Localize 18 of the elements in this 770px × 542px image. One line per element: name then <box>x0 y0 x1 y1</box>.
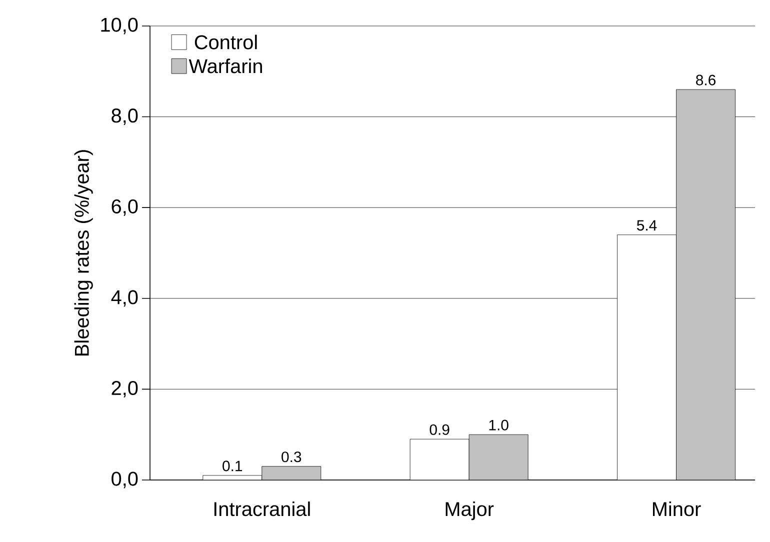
y-tick-label: 2,0 <box>112 380 138 398</box>
x-tick-label: Major <box>446 502 494 520</box>
y-tick-label: 6,0 <box>112 199 138 216</box>
y-tick-label: 0,0 <box>112 472 138 488</box>
data-label: 8.6 <box>696 74 716 86</box>
data-label: 0.3 <box>282 452 302 462</box>
legend-label: Warfarin <box>188 58 262 74</box>
y-tick-label: 10,0 <box>101 18 138 34</box>
data-label: 5.4 <box>636 220 657 231</box>
y-tick-label: 4,0 <box>111 290 138 307</box>
y-axis-title: Bleeding rates (%/year) <box>74 150 93 356</box>
legend-label: Control <box>194 34 257 50</box>
data-label: 0.9 <box>430 424 450 435</box>
x-tick-label: Minor <box>653 502 701 516</box>
x-tick-label: Intracranial <box>214 502 310 516</box>
data-label: 0.1 <box>222 460 242 472</box>
y-tick-label: 8,0 <box>112 108 138 126</box>
data-label: 1.0 <box>489 420 508 430</box>
